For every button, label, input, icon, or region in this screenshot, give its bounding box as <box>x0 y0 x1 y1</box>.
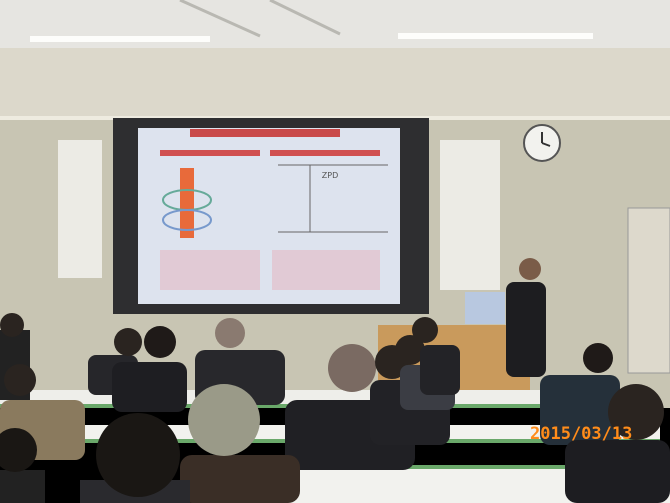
clock-part <box>541 142 551 147</box>
audience-part <box>608 384 664 440</box>
ceiling-part <box>398 33 593 39</box>
speaker-part <box>519 258 541 280</box>
door-part <box>627 207 670 374</box>
projection-screen-part <box>160 250 260 290</box>
projection-screen: ZPD <box>113 118 429 314</box>
speaker <box>506 258 546 377</box>
projection-screen-part <box>162 209 212 231</box>
desks-part <box>240 465 670 469</box>
audience-part <box>215 318 245 348</box>
date-stamp: 2015/03/13 <box>530 424 632 444</box>
projection-screen-part <box>270 150 380 156</box>
desks-part <box>0 404 560 408</box>
audience-part <box>180 455 300 503</box>
banner-part <box>58 140 102 278</box>
audience-part <box>0 428 37 472</box>
audience-part <box>0 470 45 503</box>
projection-screen-part <box>190 129 340 137</box>
projection-screen-part <box>160 150 260 156</box>
ceiling-part <box>30 36 210 42</box>
slide-label: ZPD <box>322 171 338 180</box>
audience-part <box>114 328 142 356</box>
audience-part <box>540 375 620 445</box>
audience-part <box>188 384 260 456</box>
banner-part <box>440 140 500 290</box>
audience-part <box>565 440 670 503</box>
audience-part <box>420 345 460 395</box>
wall-part <box>0 48 670 118</box>
podium-part <box>465 292 505 324</box>
audience-part <box>395 335 425 365</box>
ceiling-part <box>269 0 341 36</box>
banner <box>58 140 500 290</box>
audience-part <box>412 317 438 343</box>
clock <box>523 124 561 162</box>
audience-part <box>0 313 24 337</box>
projection-screen-part <box>180 168 194 238</box>
audience-part <box>4 364 36 396</box>
audience-part <box>112 362 187 412</box>
audience-part <box>144 326 176 358</box>
projection-screen-part <box>272 250 380 290</box>
audience-part <box>96 413 180 497</box>
audience <box>0 313 670 503</box>
door <box>627 207 670 374</box>
speaker-part <box>506 282 546 377</box>
ceiling-part <box>179 0 261 38</box>
ceiling <box>0 0 670 48</box>
audience-part <box>328 344 376 392</box>
audience-part <box>583 343 613 373</box>
